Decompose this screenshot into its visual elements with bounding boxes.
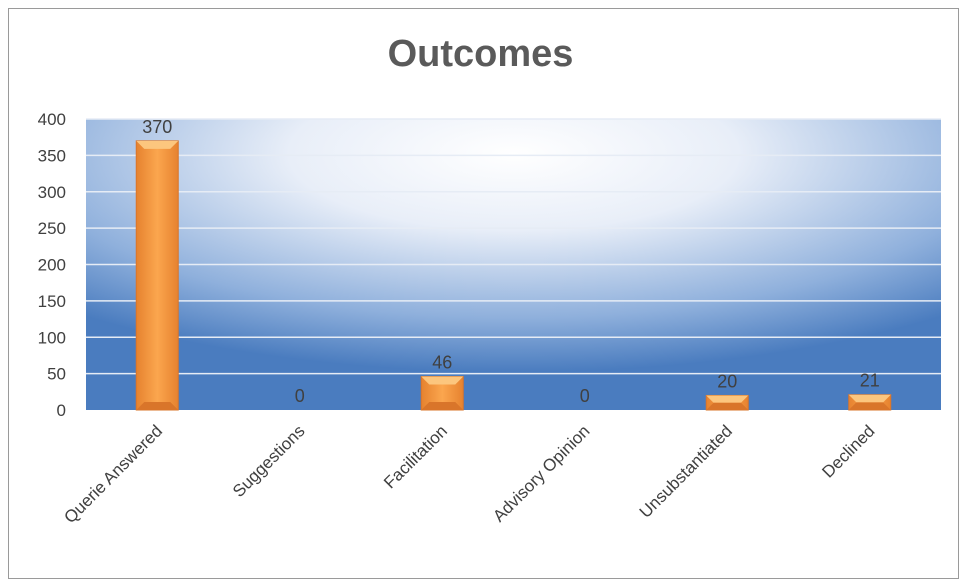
x-tick-label: Querie Answered — [60, 421, 166, 527]
y-tick-label: 300 — [38, 183, 66, 202]
y-tick-label: 250 — [38, 219, 66, 238]
data-labels: 370 0 46 0 20 21 — [142, 117, 880, 406]
y-axis: 0 50 100 150 200 250 300 350 400 — [38, 110, 66, 420]
bar — [705, 394, 749, 411]
x-tick-label: Facilitation — [380, 421, 451, 492]
x-tick-label: Suggestions — [229, 421, 309, 501]
y-tick-label: 0 — [57, 401, 66, 420]
data-label: 370 — [142, 117, 172, 137]
x-tick-label: Unsubstantiated — [636, 421, 736, 521]
data-label: 21 — [860, 371, 880, 391]
chart-title: Outcomes — [387, 33, 574, 75]
y-tick-label: 50 — [47, 365, 66, 384]
bar — [420, 376, 464, 411]
data-label: 0 — [580, 386, 590, 406]
y-tick-label: 200 — [38, 256, 66, 275]
y-tick-label: 350 — [38, 146, 66, 165]
y-tick-label: 100 — [38, 328, 66, 347]
bars — [135, 140, 892, 411]
gridlines — [86, 118, 941, 375]
y-tick-label: 150 — [38, 292, 66, 311]
data-label: 20 — [717, 371, 737, 391]
bar — [848, 394, 892, 411]
bar — [135, 140, 179, 411]
x-tick-label: Declined — [818, 421, 878, 481]
x-axis: Querie Answered Suggestions Facilitation Ad… — [60, 421, 878, 527]
data-label: 0 — [295, 386, 305, 406]
data-label: 46 — [432, 353, 452, 373]
y-tick-label: 400 — [38, 110, 66, 129]
x-tick-label: Advisory Opinion — [489, 421, 593, 525]
